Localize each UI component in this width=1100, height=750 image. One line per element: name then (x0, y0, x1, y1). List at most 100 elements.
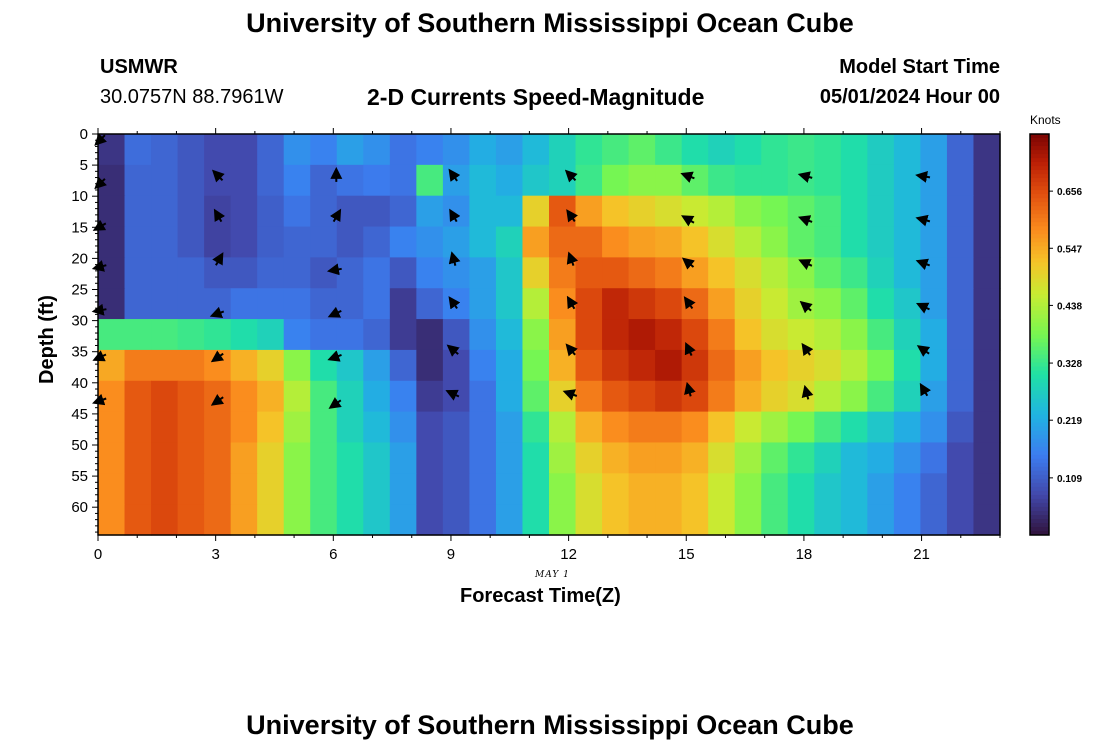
heatmap-cell (416, 164, 444, 197)
current-vector-arrow (445, 389, 460, 401)
current-vector-arrow (328, 397, 342, 409)
colorbar-swatch (1030, 230, 1049, 235)
heatmap-cell (310, 164, 338, 197)
y-tick-label: 25 (71, 282, 88, 299)
heatmap-cell (389, 411, 417, 444)
heatmap-cell (416, 504, 444, 536)
heatmap-cell (920, 319, 948, 351)
colorbar-swatch (1030, 290, 1049, 295)
heatmap-cell (151, 504, 179, 536)
plot-frame (97, 133, 1001, 536)
heatmap-cell (363, 257, 391, 289)
heatmap-cell (602, 288, 630, 320)
colorbar-tick-label: 0.656 (1057, 187, 1082, 198)
heatmap-cell (893, 349, 922, 382)
heatmap-cell (840, 473, 868, 505)
heatmap-cell (973, 134, 1001, 166)
heatmap-cell (867, 257, 895, 289)
colorbar-swatch (1030, 486, 1049, 492)
colorbar-swatch (1030, 450, 1049, 456)
heatmap-cell (946, 411, 975, 444)
colorbar-swatch (1030, 338, 1049, 344)
colorbar-swatch (1030, 386, 1049, 392)
heatmap-cell (761, 257, 789, 289)
heatmap-cell (814, 195, 842, 228)
current-vector-arrow (566, 251, 579, 266)
heatmap-cell (310, 257, 338, 289)
heatmap-cell (469, 257, 497, 289)
heatmap-cell (920, 349, 948, 382)
heatmap-cell (124, 380, 152, 413)
current-vector-arrow (801, 384, 814, 400)
colorbar-swatch (1030, 414, 1049, 420)
colorbar-swatch (1030, 314, 1049, 319)
heatmap-cell (389, 473, 417, 505)
heatmap-cell (124, 319, 152, 351)
heatmap-cell (151, 288, 179, 320)
colorbar-swatch (1030, 150, 1049, 155)
current-vector-arrow (565, 343, 578, 357)
colorbar-swatch (1030, 206, 1049, 211)
heatmap-cell (681, 411, 709, 444)
heatmap-cell (469, 349, 497, 382)
heatmap-cell (867, 411, 895, 444)
heatmap-cell (336, 473, 364, 505)
heatmap-cell (814, 288, 842, 320)
heatmap-cell (734, 134, 762, 166)
heatmap-cell (708, 504, 736, 536)
colorbar-tick-label: 0.328 (1057, 359, 1082, 370)
x-tick-label: 18 (796, 546, 813, 563)
y-tick-label: 30 (71, 313, 88, 330)
heatmap-cell (363, 288, 391, 320)
colorbar-swatch (1030, 494, 1049, 500)
y-tick-label: 50 (71, 437, 88, 454)
heatmap-cell (946, 195, 975, 228)
heatmap-cell (495, 319, 524, 351)
heatmap-cell (920, 473, 948, 505)
heatmap-cell (204, 134, 232, 166)
current-vector-arrow (212, 252, 224, 266)
heatmap-cell (681, 319, 709, 351)
heatmap-cell (973, 195, 1001, 228)
heatmap-cell (920, 411, 948, 444)
heatmap-cell (389, 257, 417, 289)
colorbar-swatch (1030, 302, 1049, 307)
colorbar-swatch (1030, 390, 1049, 396)
colorbar-swatch (1030, 506, 1049, 512)
heatmap-cell (628, 411, 656, 444)
x-tick-label: 6 (329, 546, 337, 563)
colorbar-swatch (1030, 294, 1049, 299)
heatmap-cell (310, 195, 338, 228)
heatmap-cell (257, 195, 285, 228)
heatmap-cell (177, 195, 205, 228)
heatmap-cell (98, 442, 126, 474)
colorbar-swatch (1030, 466, 1049, 472)
heatmap-cell (442, 442, 471, 474)
heatmap-cell (98, 473, 126, 505)
x-tick-label: 9 (447, 546, 455, 563)
heatmap-cell (230, 411, 258, 444)
colorbar-swatch (1030, 402, 1049, 408)
heatmap-cell (177, 380, 205, 413)
heatmap-cell (469, 411, 497, 444)
current-vector-arrow (681, 215, 695, 227)
heatmap-cell (761, 288, 789, 320)
heatmap-cell (973, 349, 1001, 382)
heatmap-cell (946, 164, 975, 197)
heatmap-cell (708, 442, 736, 474)
heatmap-cell (177, 257, 205, 289)
heatmap-cell (336, 442, 364, 474)
colorbar-swatch (1030, 378, 1049, 384)
colorbar-swatch (1030, 350, 1049, 356)
page-title-top: University of Southern Mississippi Ocean… (246, 8, 854, 38)
heatmap-cell (787, 349, 815, 382)
heatmap-cell (98, 411, 126, 444)
heatmap-cell (230, 473, 258, 505)
heatmap-cell (973, 164, 1001, 197)
heatmap-cell (549, 442, 577, 474)
heatmap-cell (946, 504, 975, 536)
heatmap-cell (363, 134, 391, 166)
colorbar-swatch (1030, 162, 1049, 167)
current-vector-arrow (209, 306, 225, 319)
